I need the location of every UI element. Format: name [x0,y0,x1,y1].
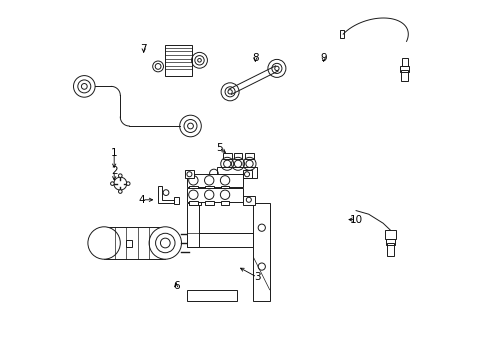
Circle shape [118,190,122,193]
Bar [399,66,408,72]
Text: 7: 7 [140,44,147,54]
Circle shape [118,174,122,177]
Bar [223,153,231,159]
Bar [204,201,213,205]
Circle shape [88,227,120,259]
Bar [385,239,394,245]
Bar [384,230,395,239]
Text: 5: 5 [216,143,222,153]
Bar [186,174,242,187]
Bar [186,188,242,202]
Bar [186,203,199,247]
Bar [386,243,393,256]
Text: 1: 1 [111,148,117,158]
Bar [173,197,179,204]
Bar [188,196,201,205]
Bar [189,201,197,205]
Bar [217,167,257,178]
Polygon shape [158,186,174,203]
Bar [242,196,255,205]
Circle shape [149,227,181,259]
Bar [220,201,229,205]
Bar [233,153,242,159]
Bar [242,170,251,178]
Bar [104,227,165,259]
Bar [400,70,407,81]
Circle shape [126,182,130,185]
Bar [339,30,343,38]
Bar [220,186,229,191]
Bar [185,170,194,178]
Bar [125,240,132,247]
Bar [253,203,269,301]
Text: 4: 4 [138,195,145,205]
Circle shape [114,177,126,190]
Text: 2: 2 [111,166,117,176]
Text: 6: 6 [172,281,179,291]
Bar [186,233,253,247]
Bar [401,58,407,66]
Text: 10: 10 [349,215,362,225]
Bar [165,45,192,76]
Text: 8: 8 [251,53,258,63]
Bar [204,186,213,191]
Circle shape [110,182,114,185]
Text: 9: 9 [320,53,326,63]
Text: 3: 3 [253,272,260,282]
Bar [189,186,197,191]
Bar [186,290,236,301]
Bar [244,153,253,159]
